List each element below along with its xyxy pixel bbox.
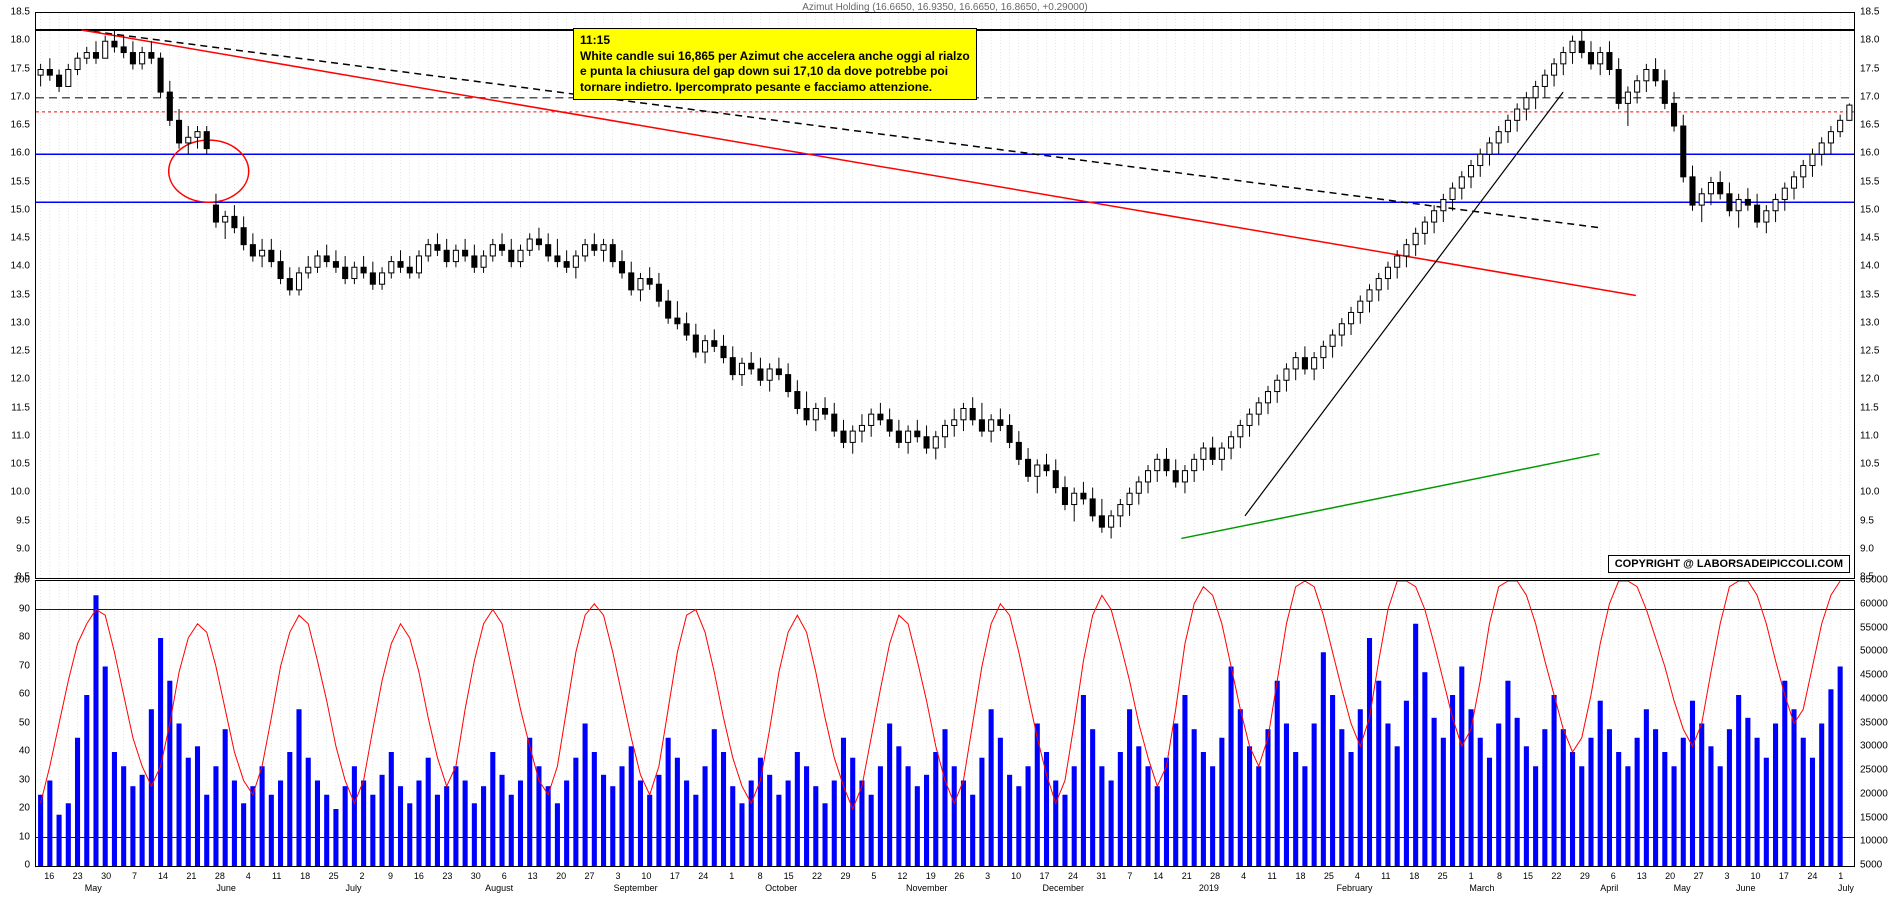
y-axis-right-sub: 5000100001500020000250003000035000400004… [1855,580,1890,865]
annotation-box: 11:15 White candle sui 16,865 per Azimut… [573,28,977,100]
sub-indicator-chart [35,580,1855,867]
y-axis-right-main: 8.59.09.510.010.511.011.512.012.513.013.… [1855,12,1890,577]
y-axis-left-main: 8.59.09.510.010.511.011.512.012.513.013.… [0,12,35,577]
annotation-text: White candle sui 16,865 per Azimut che a… [580,49,970,96]
y-axis-left-sub: 0102030405060708090100 [0,580,35,865]
annotation-time: 11:15 [580,33,970,49]
copyright-label: COPYRIGHT @ LABORSADEIPICCOLI.COM [1608,555,1850,573]
x-axis: 1623307142128411182529162330613202731017… [35,871,1855,901]
